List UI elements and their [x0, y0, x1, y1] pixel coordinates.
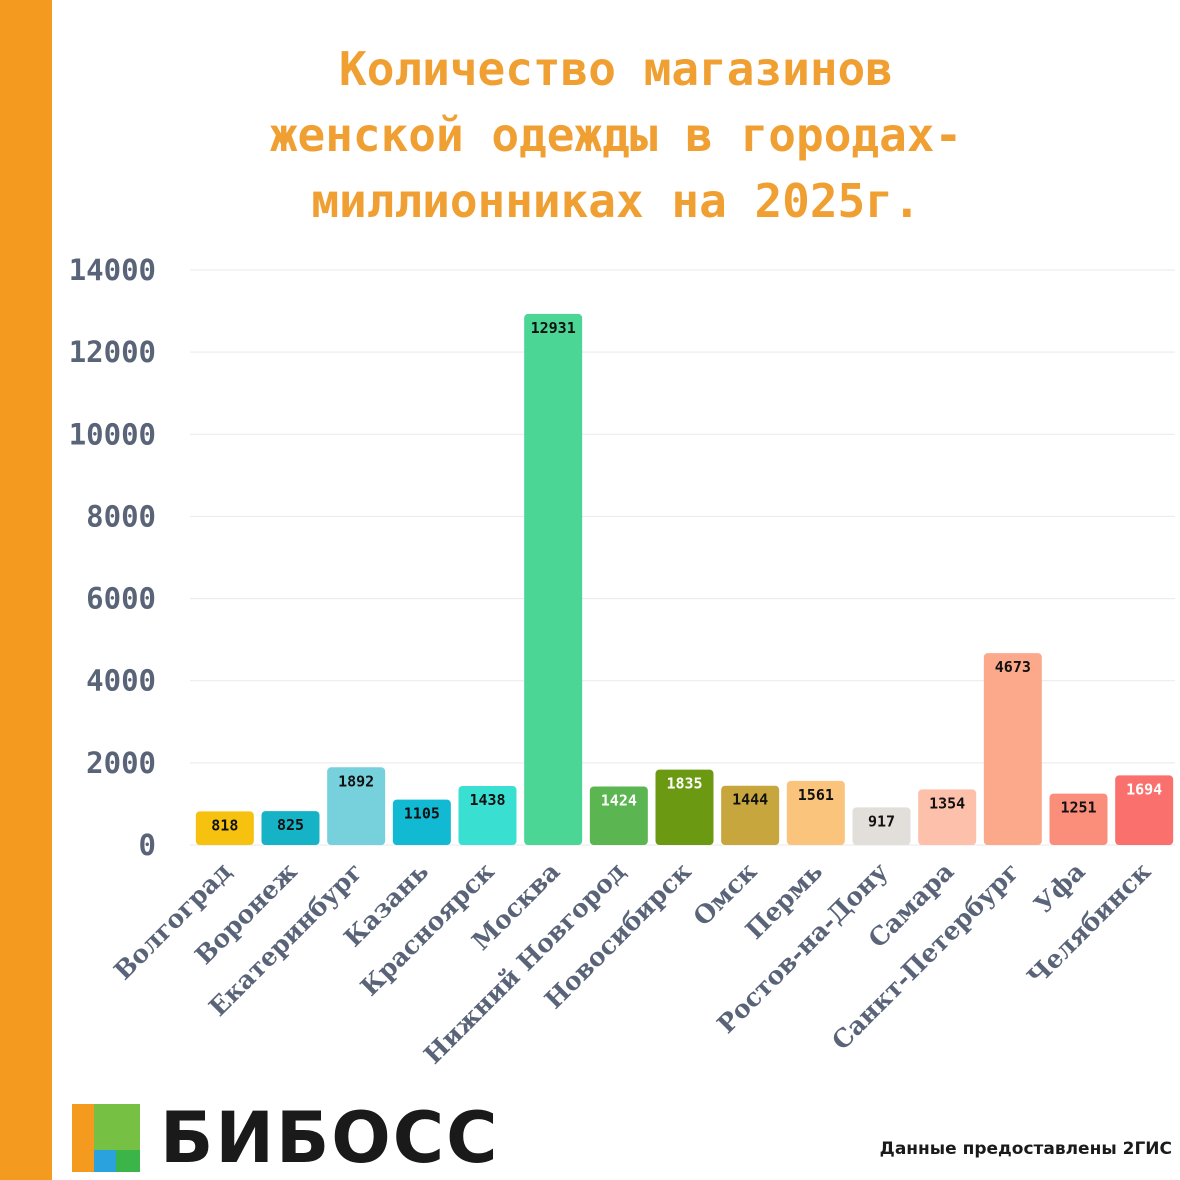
data-label: 818 [211, 816, 238, 834]
y-tick-label: 4000 [86, 664, 156, 698]
data-label: 1105 [404, 805, 440, 823]
chart-title-line-3: миллионниках на 2025г. [311, 174, 921, 228]
data-label: 1424 [601, 792, 637, 810]
y-tick-label: 10000 [69, 417, 156, 451]
y-tick-label: 6000 [86, 582, 156, 616]
bar [261, 811, 320, 845]
bar [918, 789, 977, 845]
bar [195, 811, 254, 845]
bar [392, 799, 451, 845]
data-label: 1354 [929, 794, 965, 812]
chart-title-line-2: женской одежды в городах- [269, 108, 963, 162]
data-label: 1444 [732, 791, 768, 809]
source-note: Данные предоставлены 2ГИС [879, 1139, 1172, 1159]
data-label: 4673 [995, 658, 1031, 676]
y-tick-label: 14000 [69, 253, 156, 287]
data-label: 1835 [666, 775, 702, 793]
y-tick-label: 12000 [69, 335, 156, 369]
bar [721, 785, 780, 845]
data-label: 12931 [531, 319, 576, 337]
data-label: 1694 [1126, 780, 1162, 798]
bar [983, 653, 1042, 845]
accent-stripe [0, 0, 52, 1180]
bar [655, 769, 714, 845]
bar [1115, 775, 1174, 845]
bar [1049, 793, 1108, 845]
bar [786, 780, 845, 845]
y-tick-label: 2000 [86, 746, 156, 780]
chart-title-line-1: Количество магазинов [339, 42, 893, 96]
x-tick-label: Уфа [1028, 857, 1090, 919]
bar [852, 807, 911, 845]
data-label: 1251 [1060, 799, 1096, 817]
brand-name: БИБОСС [160, 1097, 500, 1179]
bibos-logo-icon [72, 1104, 140, 1172]
y-tick-label: 8000 [86, 499, 156, 533]
y-tick-label: 0 [139, 828, 156, 862]
bar [458, 785, 517, 845]
data-label: 1892 [338, 772, 374, 790]
chart-title: Количество магазинов женской одежды в го… [52, 36, 1180, 234]
data-label: 1438 [469, 791, 505, 809]
data-label: 1561 [798, 786, 834, 804]
bar [589, 786, 648, 845]
data-label: 825 [277, 816, 304, 834]
bar [524, 313, 583, 845]
data-label: 917 [868, 812, 895, 830]
bar [327, 767, 386, 845]
bar-chart: 02000400060008000100001200014000818Волго… [69, 253, 1175, 1070]
